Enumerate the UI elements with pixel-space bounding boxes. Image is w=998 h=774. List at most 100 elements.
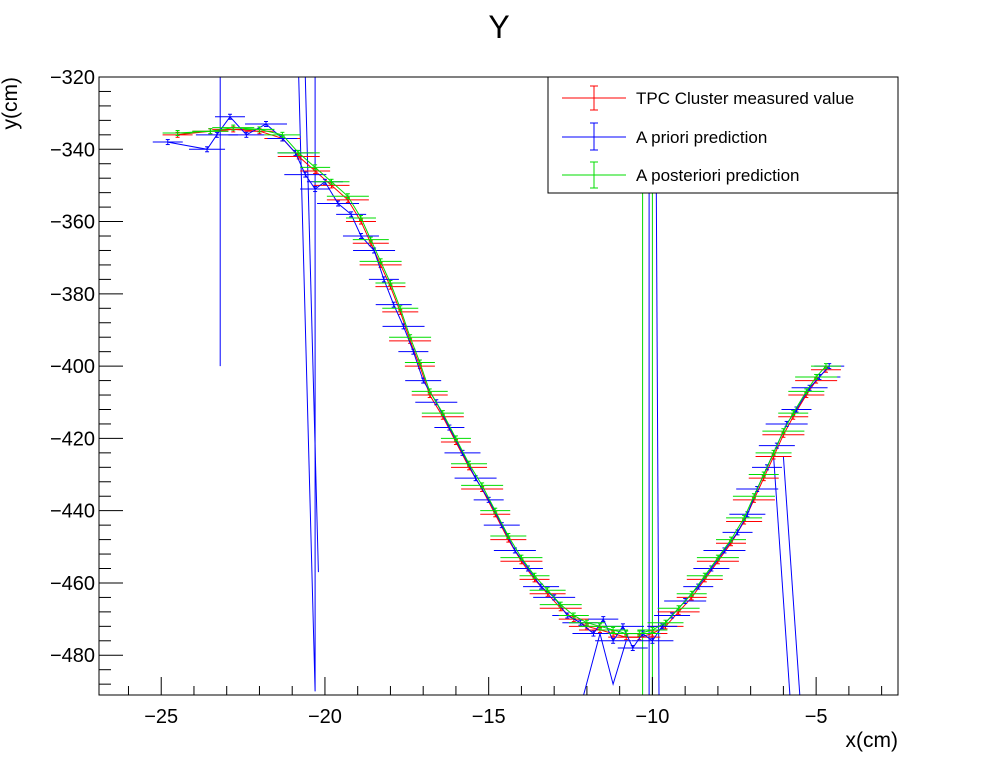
data-point-s1-18 xyxy=(398,348,429,355)
data-point-s1-13 xyxy=(342,233,379,240)
data-point-s2-17 xyxy=(421,410,464,417)
data-point-s2-22 xyxy=(490,532,527,539)
outlier-line-5 xyxy=(773,456,791,695)
data-point-s1-33 xyxy=(588,616,619,623)
y-tick-label: −400 xyxy=(50,356,95,378)
data-point-s2-43 xyxy=(755,449,792,456)
legend-marker-apriori xyxy=(562,122,626,151)
data-point-s2-6 xyxy=(300,164,331,171)
data-point-s1-4 xyxy=(228,131,265,138)
data-point-s2-25 xyxy=(529,587,566,594)
data-point-s2-41 xyxy=(732,493,775,500)
data-point-s1-46 xyxy=(729,511,766,518)
data-point-s2-9 xyxy=(345,214,376,221)
data-point-s2-48 xyxy=(810,363,841,370)
data-point-s1-42 xyxy=(683,583,714,590)
data-point-s1-17 xyxy=(382,323,425,330)
y-tick-label: −380 xyxy=(50,284,95,306)
data-point-s2-40 xyxy=(726,514,763,521)
data-point-s2-27 xyxy=(558,612,589,619)
legend-marker-aposteriori xyxy=(562,161,626,189)
chart-title: Y xyxy=(488,9,509,45)
data-point-s2-37 xyxy=(686,572,723,579)
data-point-s2-46 xyxy=(788,388,825,395)
y-tick-label: −460 xyxy=(50,573,95,595)
y-tick-label: −440 xyxy=(50,501,95,523)
data-point-s2-30 xyxy=(598,626,629,633)
data-point-s1-1 xyxy=(189,146,226,153)
data-point-s2-2 xyxy=(212,124,255,131)
data-point-s2-1 xyxy=(192,128,229,135)
data-point-s1-0 xyxy=(152,139,183,146)
data-point-s2-26 xyxy=(539,601,582,608)
data-point-s2-28 xyxy=(568,619,605,626)
data-point-s1-5 xyxy=(245,120,288,127)
data-point-s1-15 xyxy=(368,276,399,283)
legend-label-aposteriori: A posteriori prediction xyxy=(636,166,799,185)
outlier-line-2 xyxy=(304,77,319,573)
data-point-s2-38 xyxy=(696,554,739,561)
y-tick-label: −420 xyxy=(50,428,95,450)
data-point-s1-19 xyxy=(405,377,442,384)
data-point-s2-18 xyxy=(440,435,471,442)
x-tick-label: −15 xyxy=(472,706,506,728)
data-point-s2-10 xyxy=(352,236,389,243)
data-point-s2-34 xyxy=(647,619,684,626)
outlier-line-6 xyxy=(782,456,801,695)
outlier-line-1 xyxy=(298,77,316,692)
data-point-s1-26 xyxy=(493,547,536,554)
data-point-s2-21 xyxy=(480,507,511,514)
data-point-s2-20 xyxy=(461,482,504,489)
data-point-s2-4 xyxy=(264,131,301,138)
data-point-s2-13 xyxy=(382,305,419,312)
data-point-s2-11 xyxy=(359,258,402,265)
data-point-s1-34 xyxy=(595,637,632,644)
y-axis-title: y(cm) xyxy=(0,77,22,129)
data-point-s1-36 xyxy=(617,645,648,652)
data-point-s1-8 xyxy=(284,171,327,178)
data-point-s1-9 xyxy=(300,186,331,193)
data-point-s1-12 xyxy=(336,211,367,218)
data-point-s2-39 xyxy=(715,536,746,543)
x-axis-title: x(cm) xyxy=(846,729,898,752)
data-point-s1-38 xyxy=(631,637,674,644)
data-point-s2-32 xyxy=(618,630,661,637)
data-point-s2-8 xyxy=(326,193,369,200)
legend-marker-measured xyxy=(562,85,626,111)
y-tick-label: −320 xyxy=(50,67,95,89)
data-point-s2-44 xyxy=(762,428,805,435)
data-point-s2-3 xyxy=(244,126,275,133)
data-point-s2-42 xyxy=(748,471,779,478)
data-point-s2-47 xyxy=(795,373,838,380)
data-point-s2-12 xyxy=(375,280,406,286)
data-point-s2-23 xyxy=(500,554,543,561)
legend: TPC Cluster measured value A priori pred… xyxy=(547,76,899,194)
data-point-s1-16 xyxy=(375,301,412,308)
data-point-s2-29 xyxy=(579,623,622,630)
x-tick-label: −10 xyxy=(635,706,669,728)
x-tick-label: −5 xyxy=(805,706,828,728)
data-point-s0-43 xyxy=(755,453,792,460)
data-point-s2-35 xyxy=(657,605,700,612)
y-tick-label: −360 xyxy=(50,212,95,234)
data-point-s2-5 xyxy=(277,149,320,156)
x-tick-label: −20 xyxy=(308,706,342,728)
data-point-s2-16 xyxy=(411,388,448,395)
data-point-s2-33 xyxy=(637,626,668,633)
data-point-s2-19 xyxy=(451,460,488,467)
data-point-s2-24 xyxy=(519,572,550,579)
legend-box xyxy=(547,76,899,194)
legend-label-measured: TPC Cluster measured value xyxy=(636,89,854,108)
data-point-s2-14 xyxy=(389,334,432,341)
outlier-line-7 xyxy=(583,631,627,695)
data-point-s1-32 xyxy=(572,630,615,637)
data-point-s2-45 xyxy=(778,410,809,417)
x-tick-label: −25 xyxy=(144,706,178,728)
data-point-s1-3 xyxy=(214,113,245,120)
data-point-s1-23 xyxy=(454,475,497,482)
legend-label-apriori: A priori prediction xyxy=(636,128,767,147)
data-point-s2-15 xyxy=(404,359,435,366)
data-point-s2-7 xyxy=(313,178,350,185)
y-tick-label: −340 xyxy=(50,139,95,161)
